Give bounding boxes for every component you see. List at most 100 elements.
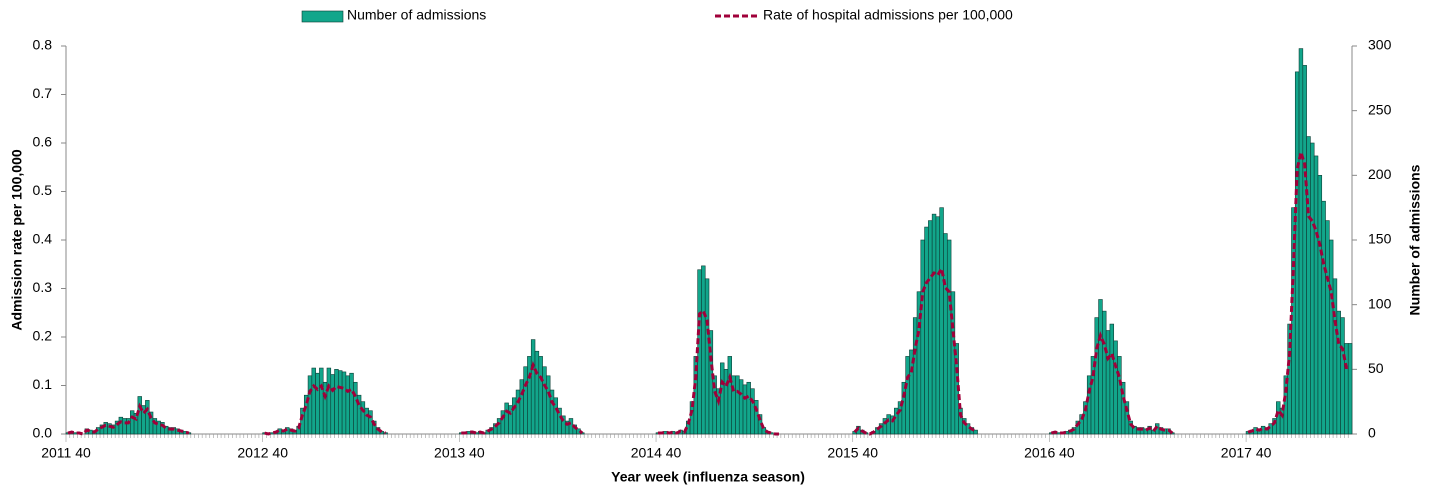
bar — [1302, 65, 1307, 435]
bar — [1276, 401, 1281, 435]
bar — [738, 379, 744, 435]
bar — [515, 389, 521, 435]
bar — [897, 401, 903, 435]
bar — [538, 356, 543, 435]
bar — [319, 367, 324, 435]
bar — [746, 381, 751, 435]
x-tick-label: 2014 40 — [631, 445, 682, 461]
bar — [1340, 317, 1345, 435]
line — [1247, 146, 1351, 434]
bar — [1098, 299, 1103, 435]
bar — [334, 369, 339, 435]
bar — [720, 362, 725, 435]
line — [461, 360, 584, 435]
bar — [345, 375, 350, 435]
bar — [1332, 278, 1338, 435]
y-tick-label: 0.1 — [33, 376, 53, 392]
y2-axis-title: Number of admissions — [1407, 164, 1423, 315]
bar — [360, 401, 366, 435]
bar — [500, 410, 506, 435]
bar — [901, 381, 906, 435]
y-tick-label: 0.4 — [33, 231, 53, 247]
bar — [1117, 356, 1122, 435]
bar — [530, 339, 536, 435]
bar — [145, 400, 150, 435]
y2-tick-label: 300 — [1368, 37, 1392, 53]
bar — [1294, 71, 1300, 435]
bar — [338, 370, 343, 435]
bar — [931, 213, 937, 435]
bar — [731, 375, 736, 435]
x-tick-label: 2012 40 — [237, 445, 288, 461]
bar — [307, 375, 313, 435]
bar — [1347, 343, 1353, 435]
bar — [1317, 175, 1323, 435]
bar — [130, 410, 135, 435]
y2-tick-label: 200 — [1368, 166, 1392, 182]
bar — [133, 413, 139, 435]
bar — [916, 291, 922, 435]
y-tick-label: 0.5 — [33, 182, 53, 198]
bar — [1109, 323, 1115, 435]
bar — [122, 418, 127, 435]
bar — [341, 371, 347, 435]
bar — [349, 372, 354, 435]
bar — [315, 372, 320, 435]
bar — [330, 374, 335, 435]
bar — [928, 220, 933, 435]
y2-tick-label: 0 — [1368, 425, 1376, 441]
bar — [727, 356, 732, 435]
bar — [1325, 220, 1330, 435]
bar — [924, 226, 929, 435]
bar — [542, 366, 547, 435]
y-tick-label: 0.3 — [33, 279, 53, 295]
y-tick-label: 0.2 — [33, 328, 53, 344]
bar — [1298, 48, 1304, 435]
line — [67, 402, 190, 436]
y2-tick-label: 50 — [1368, 360, 1384, 376]
bar — [701, 265, 706, 435]
bar — [1329, 239, 1334, 435]
bar — [950, 291, 956, 435]
y-tick-label: 0.8 — [33, 37, 53, 53]
x-tick-label: 2016 40 — [1024, 445, 1075, 461]
y-axis-title: Admission rate per 100,000 — [9, 149, 25, 331]
bar — [534, 350, 540, 435]
x-tick-label: 2017 40 — [1221, 445, 1272, 461]
x-tick-label: 2013 40 — [434, 445, 485, 461]
y-tick-label: 0.6 — [33, 134, 53, 150]
bar — [939, 207, 944, 435]
bar — [886, 414, 891, 435]
bar — [742, 384, 748, 435]
bar — [1313, 155, 1319, 435]
bar — [546, 375, 551, 435]
bar — [118, 416, 124, 435]
bar — [905, 356, 910, 435]
bar — [353, 381, 358, 435]
x-tick-label: 2011 40 — [41, 445, 91, 461]
bar — [946, 239, 952, 435]
y-tick-label: 0.0 — [33, 425, 53, 441]
bar — [300, 407, 305, 435]
bar — [1310, 142, 1315, 435]
y2-tick-label: 150 — [1368, 231, 1392, 247]
bar — [1113, 340, 1118, 435]
bar — [512, 397, 517, 435]
bar — [958, 407, 963, 435]
bar — [523, 366, 528, 435]
x-tick-label: 2015 40 — [827, 445, 878, 461]
bar — [943, 233, 948, 435]
bar — [723, 369, 729, 435]
bar — [935, 216, 941, 435]
bar — [311, 367, 316, 435]
line — [853, 264, 977, 436]
bar — [364, 407, 369, 435]
bar — [708, 330, 714, 435]
bar — [1321, 200, 1326, 435]
bar — [973, 429, 978, 435]
bar — [1094, 317, 1099, 435]
bar — [920, 239, 925, 435]
bar — [1090, 356, 1096, 435]
bar — [704, 278, 710, 435]
